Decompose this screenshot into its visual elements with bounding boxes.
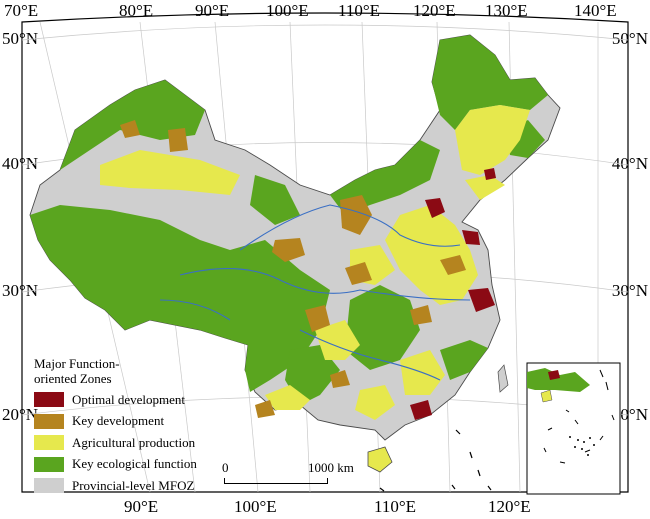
lat-label-left-30: 30°N <box>2 281 39 300</box>
legend-title-line2: oriented Zones <box>34 371 112 386</box>
lat-label-right-20: 20°N <box>611 405 648 424</box>
taiwan-island <box>497 364 509 393</box>
lon-label-110: 110°E <box>338 1 381 20</box>
lon-label-130: 130°E <box>485 1 528 20</box>
legend-label: Provincial-level MFOZ <box>72 477 195 493</box>
legend-swatch <box>34 478 64 494</box>
lat-label-right-40: 40°N <box>611 154 648 173</box>
legend-label: Key development <box>72 413 165 429</box>
rivers <box>159 204 471 381</box>
legend-title: Major Function- oriented Zones <box>34 356 234 386</box>
lon-label-70: 70°E <box>4 1 39 20</box>
optimal-development-zones <box>410 168 496 420</box>
scale-start-label: 0 <box>222 460 229 475</box>
hainan-island <box>367 446 393 473</box>
key-development-zones <box>120 120 466 418</box>
map-frame <box>21 12 629 493</box>
legend-label: Optimal development <box>72 391 186 407</box>
legend-label: Key ecological function <box>72 456 197 472</box>
lat-label-right-30: 30°N <box>611 281 648 300</box>
lat-label-left-20: 20°N <box>2 405 39 424</box>
legend-label: Agricultural production <box>72 434 196 450</box>
legend-title-line1: Major Function- <box>34 356 120 371</box>
legend-swatch <box>34 456 64 472</box>
lon-label-bottom-110: 110°E <box>374 497 417 516</box>
legend-item-agricultural-production: Agricultural production <box>34 432 234 454</box>
lon-label-bottom-90: 90°E <box>124 497 159 516</box>
lat-label-left-40: 40°N <box>2 154 39 173</box>
legend-item-key-ecological-function: Key ecological function <box>34 454 234 476</box>
scale-bar: 0 1000 km <box>222 458 372 488</box>
lon-label-80: 80°E <box>119 1 154 20</box>
scale-bar-line <box>224 478 328 484</box>
nine-dash-line <box>379 429 492 492</box>
legend: Major Function- oriented Zones Optimal d… <box>34 356 234 497</box>
lon-label-100: 100°E <box>266 1 309 20</box>
scale-end-label: 1000 km <box>308 460 354 475</box>
legend-swatch <box>34 413 64 429</box>
legend-item-provincial-level-mfoz: Provincial-level MFOZ <box>34 475 234 497</box>
legend-item-optimal-development: Optimal development <box>34 389 234 411</box>
legend-swatch <box>34 392 64 408</box>
lat-label-left-50: 50°N <box>2 29 39 48</box>
legend-item-key-development: Key development <box>34 411 234 433</box>
lat-label-right-50: 50°N <box>611 29 648 48</box>
lon-label-140: 140°E <box>574 1 617 20</box>
ecological-zones <box>30 35 548 405</box>
lon-label-bottom-120: 120°E <box>488 497 531 516</box>
lon-label-bottom-100: 100°E <box>234 497 277 516</box>
legend-swatch <box>34 435 64 451</box>
south-china-sea-inset <box>526 362 621 495</box>
